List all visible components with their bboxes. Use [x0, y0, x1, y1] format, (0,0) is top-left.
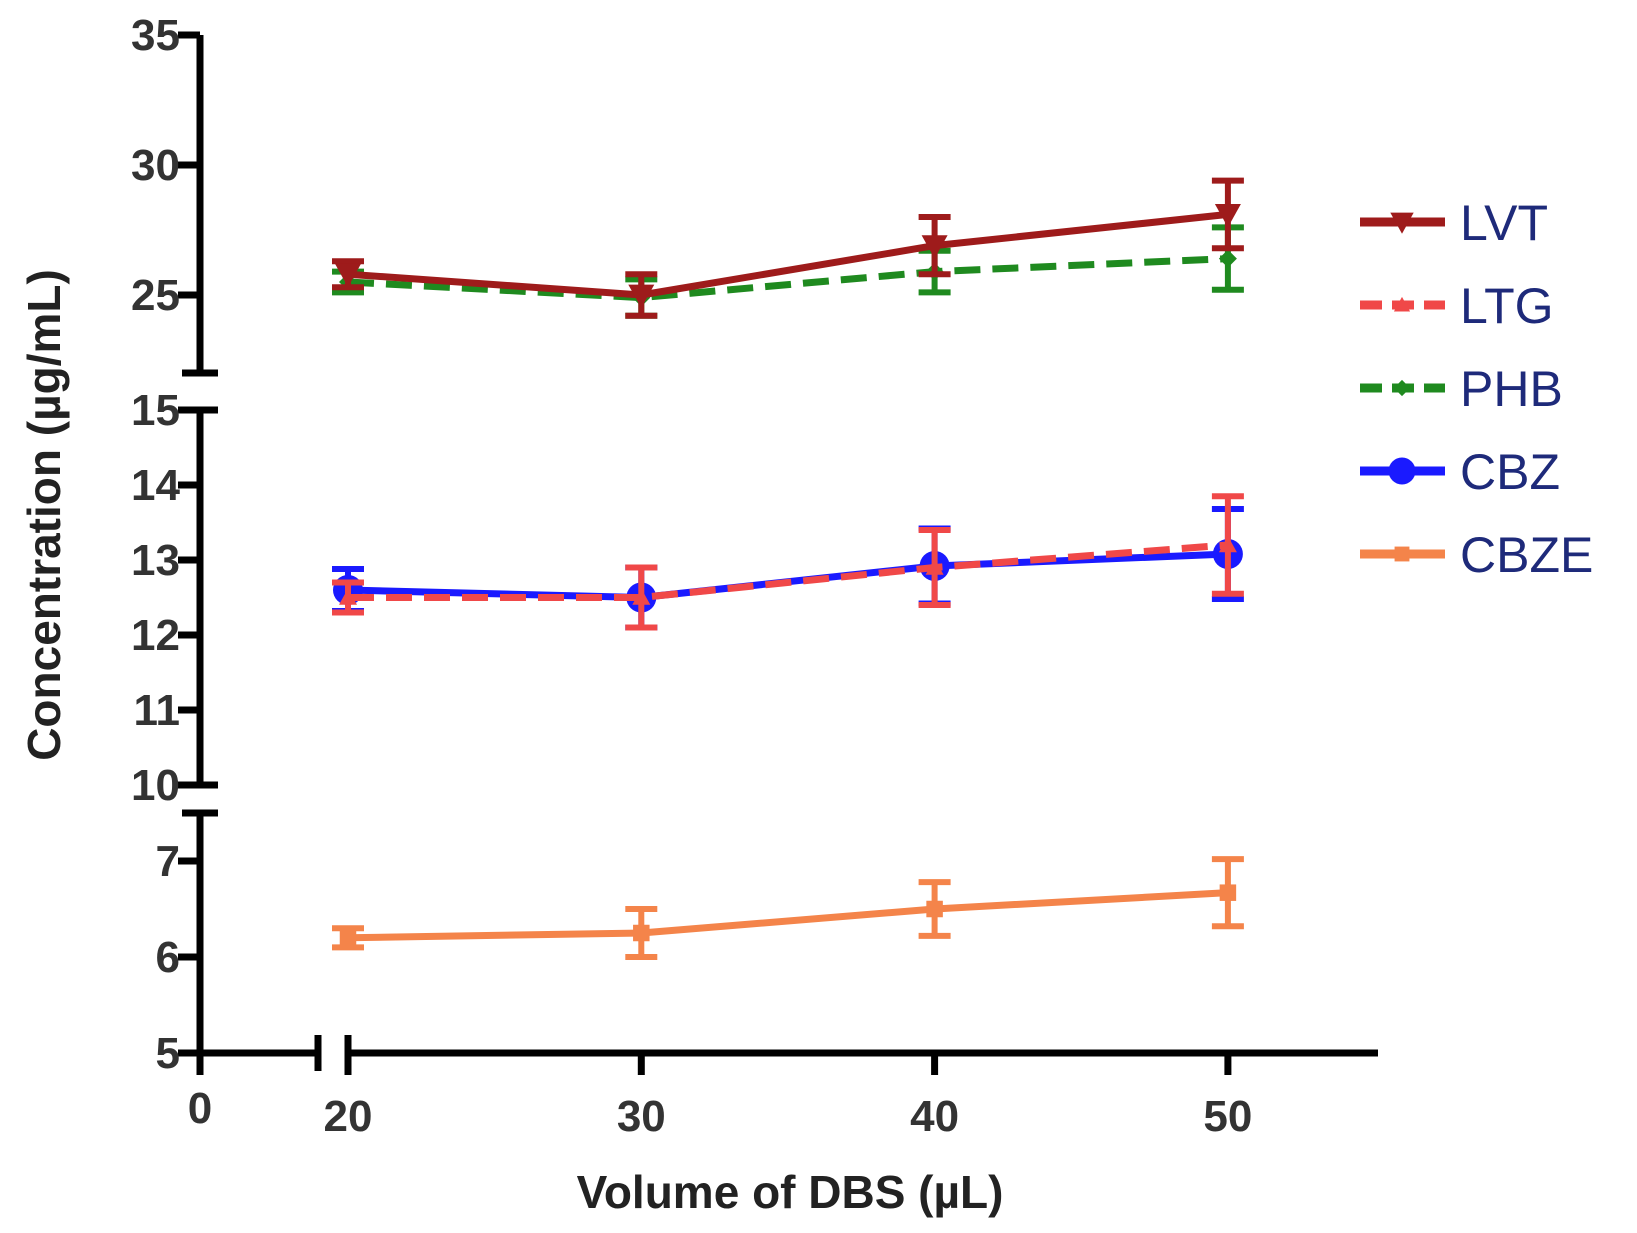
data-point-lvt	[335, 263, 361, 288]
series-lvt	[332, 177, 1244, 319]
series-cbz	[332, 506, 1244, 631]
legend-item-cbze: CBZE	[1360, 527, 1593, 583]
axes: 5 6 7 10 11 12 13 14 15 25 30 35 0 20 30 40 50	[131, 11, 1378, 1141]
x-tick-label: 20	[324, 1092, 373, 1141]
data-point-ltg	[632, 588, 651, 605]
legend: LVT LTG PHB CBZ CBZE	[1360, 195, 1593, 583]
data-point-cbze	[926, 900, 943, 918]
legend-label-cbze: CBZE	[1460, 527, 1593, 583]
legend-marker-ltg	[1393, 296, 1411, 312]
legend-label-cbz: CBZ	[1460, 444, 1560, 500]
data-point-cbze	[633, 924, 650, 942]
x-tick-label: 0	[188, 1084, 212, 1133]
series-ltg	[332, 493, 1244, 631]
y-tick-label: 13	[131, 536, 180, 585]
legend-label-lvt: LVT	[1460, 195, 1548, 251]
y-tick-label: 35	[131, 11, 180, 60]
y-tick-label: 5	[156, 1029, 180, 1078]
x-tick-label: 30	[617, 1092, 666, 1141]
y-tick-label: 11	[133, 686, 180, 735]
y-tick-label: 6	[156, 933, 180, 982]
legend-item-cbz: CBZ	[1360, 444, 1560, 500]
data-point-phb	[1218, 249, 1237, 268]
data-point-cbze	[339, 929, 357, 947]
y-tick-label: 14	[131, 461, 180, 510]
y-tick-label: 12	[131, 611, 180, 660]
series-cbze	[332, 856, 1244, 960]
y-axis-title: Concentration (µg/mL)	[18, 269, 70, 761]
series-line-phb	[347, 255, 1229, 302]
data-point-lvt	[921, 235, 948, 259]
legend-marker-cbze	[1394, 546, 1410, 562]
legend-marker-lvt	[1390, 212, 1414, 234]
series-line-cbze	[347, 889, 1229, 942]
series-line-cbz	[347, 550, 1229, 601]
y-tick-label: 30	[131, 141, 180, 190]
y-tick-label: 10	[131, 761, 180, 810]
data-point-cbze	[1219, 884, 1237, 901]
y-tick-label: 15	[131, 386, 180, 435]
y-tick-label: 7	[156, 837, 180, 886]
data-point-ltg	[1218, 536, 1237, 553]
series-line-ltg	[348, 541, 1229, 601]
legend-marker-phb	[1393, 379, 1411, 397]
data-point-lvt	[1214, 204, 1241, 228]
x-tick-label: 40	[910, 1092, 959, 1141]
y-tick-label: 25	[131, 271, 180, 320]
legend-item-lvt: LVT	[1360, 195, 1548, 251]
x-axis-title: Volume of DBS (µL)	[577, 1166, 1004, 1218]
data-point-ltg	[925, 558, 944, 575]
data-point-ltg	[339, 588, 357, 605]
legend-item-ltg: LTG	[1360, 278, 1554, 334]
legend-label-ltg: LTG	[1460, 278, 1554, 334]
data-point-lvt	[628, 284, 655, 308]
legend-label-phb: PHB	[1460, 361, 1563, 417]
x-tick-label: 50	[1203, 1092, 1252, 1141]
series-layer	[332, 177, 1244, 960]
series-line-lvt	[347, 210, 1229, 299]
legend-item-phb: PHB	[1360, 361, 1563, 417]
legend-marker-cbz	[1388, 457, 1416, 485]
